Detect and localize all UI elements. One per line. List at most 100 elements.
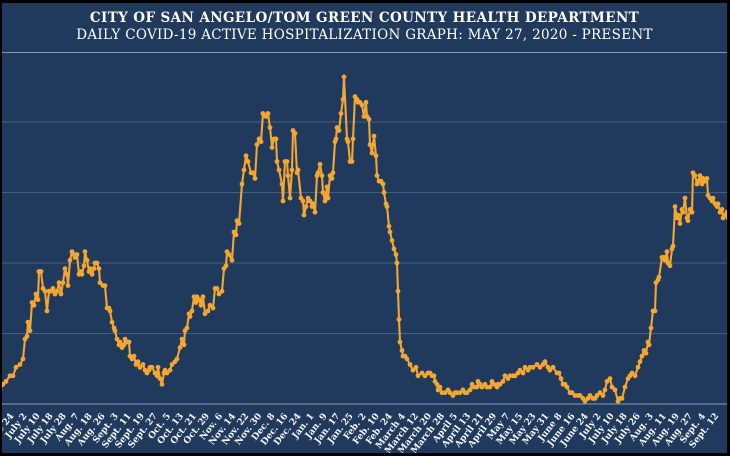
data-point [384, 204, 390, 210]
data-point [547, 367, 553, 373]
data-point [317, 161, 323, 167]
data-point [58, 291, 64, 297]
data-point [252, 176, 258, 181]
data-point [38, 269, 44, 274]
data-point [635, 364, 641, 370]
data-point [135, 359, 141, 365]
data-point [320, 190, 326, 195]
data-point [389, 238, 395, 243]
chart-header: CITY OF SAN ANGELO/TOM GREEN COUNTY HEAL… [2, 3, 727, 53]
data-point [537, 364, 543, 370]
data-point [550, 364, 556, 370]
data-point [91, 266, 97, 271]
data-point [632, 373, 638, 379]
data-point [236, 221, 242, 226]
data-point [725, 215, 727, 221]
data-point [512, 373, 518, 379]
data-point [386, 223, 392, 229]
data-point [371, 133, 377, 139]
data-point [157, 376, 163, 381]
data-point [724, 209, 727, 215]
data-point [117, 339, 123, 345]
chart-panel: CITY OF SAN ANGELO/TOM GREEN COUNTY HEAL… [2, 3, 727, 453]
data-point [697, 173, 703, 179]
data-point [394, 260, 400, 266]
data-point [373, 153, 379, 159]
data-point [114, 336, 120, 342]
data-point [393, 252, 399, 257]
data-point [677, 221, 683, 226]
data-point [556, 370, 562, 376]
data-point [367, 142, 373, 148]
data-point [675, 212, 681, 218]
data-point [699, 181, 705, 187]
data-point [31, 302, 37, 308]
data-point [280, 198, 286, 204]
data-point [81, 263, 87, 269]
data-point [685, 218, 691, 224]
data-point [609, 384, 615, 390]
series-line [2, 75, 727, 403]
data-point [27, 328, 33, 334]
data-point [94, 260, 100, 266]
data-point [643, 350, 649, 356]
data-point [345, 139, 351, 145]
data-point [25, 319, 31, 325]
data-point [646, 342, 652, 348]
data-point [637, 359, 643, 365]
data-point [437, 384, 443, 390]
data-point [260, 111, 266, 116]
data-point [233, 232, 239, 238]
data-point [102, 283, 108, 288]
data-point [216, 291, 222, 297]
data-point [279, 181, 285, 187]
data-point [410, 367, 416, 373]
data-point [20, 356, 26, 362]
data-point [629, 370, 635, 376]
data-point [284, 159, 290, 164]
data-point [434, 381, 440, 387]
data-point [189, 308, 195, 314]
data-point [447, 390, 453, 396]
chart-subtitle: DAILY COVID-19 ACTIVE HOSPITALIZATION GR… [76, 27, 653, 43]
data-point [600, 393, 606, 398]
data-point [287, 195, 293, 201]
data-point [689, 209, 695, 215]
data-point [381, 190, 387, 195]
data-point [639, 353, 645, 359]
data-point [254, 142, 260, 148]
data-point [672, 204, 678, 210]
data-point [682, 195, 688, 201]
data-point [274, 159, 280, 164]
data-point [369, 150, 375, 156]
data-point [56, 280, 62, 286]
data-point [680, 209, 686, 215]
data-point [131, 353, 137, 359]
data-point [205, 308, 211, 314]
data-point [226, 252, 232, 257]
data-point [474, 384, 480, 390]
data-point [695, 178, 701, 184]
data-point [363, 99, 369, 105]
data-point [604, 379, 610, 384]
data-point [359, 102, 365, 108]
data-point [42, 288, 48, 294]
data-point [269, 145, 275, 150]
data-point [74, 252, 80, 257]
data-point [154, 373, 160, 379]
data-point [13, 364, 19, 370]
data-point [241, 167, 247, 173]
data-point [67, 257, 73, 263]
data-point [267, 125, 273, 130]
data-point [140, 362, 146, 367]
data-point [329, 176, 335, 181]
data-point [243, 153, 249, 159]
data-point [187, 314, 193, 319]
data-point [50, 286, 56, 291]
data-point [84, 257, 90, 263]
data-point [374, 173, 380, 179]
data-point [692, 173, 698, 179]
data-point [155, 364, 161, 370]
data-point [245, 159, 251, 164]
